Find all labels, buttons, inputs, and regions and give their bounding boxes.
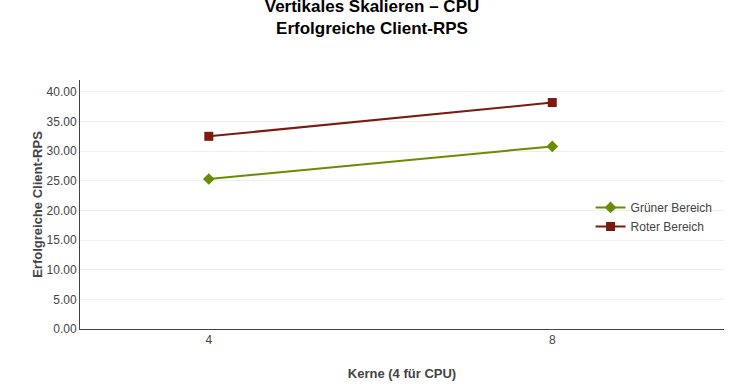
svg-text:Roter Bereich: Roter Bereich bbox=[631, 220, 704, 234]
svg-text:Grüner Bereich: Grüner Bereich bbox=[631, 201, 712, 215]
svg-text:5.00: 5.00 bbox=[53, 293, 77, 307]
svg-text:Vertikales Skalieren – CPUErfo: Vertikales Skalieren – CPUErfolgreiche C… bbox=[265, 0, 480, 38]
svg-text:40.00: 40.00 bbox=[47, 85, 77, 99]
svg-text:25.00: 25.00 bbox=[47, 174, 77, 188]
svg-text:Erfolgreiche Client-RPS: Erfolgreiche Client-RPS bbox=[30, 131, 45, 278]
svg-text:10.00: 10.00 bbox=[47, 263, 77, 277]
svg-text:20.00: 20.00 bbox=[47, 204, 77, 218]
svg-text:30.00: 30.00 bbox=[47, 144, 77, 158]
svg-text:35.00: 35.00 bbox=[47, 115, 77, 129]
svg-text:8: 8 bbox=[549, 333, 556, 347]
svg-text:4: 4 bbox=[205, 333, 212, 347]
svg-text:0.00: 0.00 bbox=[53, 322, 77, 336]
svg-text:Kerne (4 für CPU): Kerne (4 für CPU) bbox=[348, 366, 456, 381]
svg-text:15.00: 15.00 bbox=[47, 233, 77, 247]
